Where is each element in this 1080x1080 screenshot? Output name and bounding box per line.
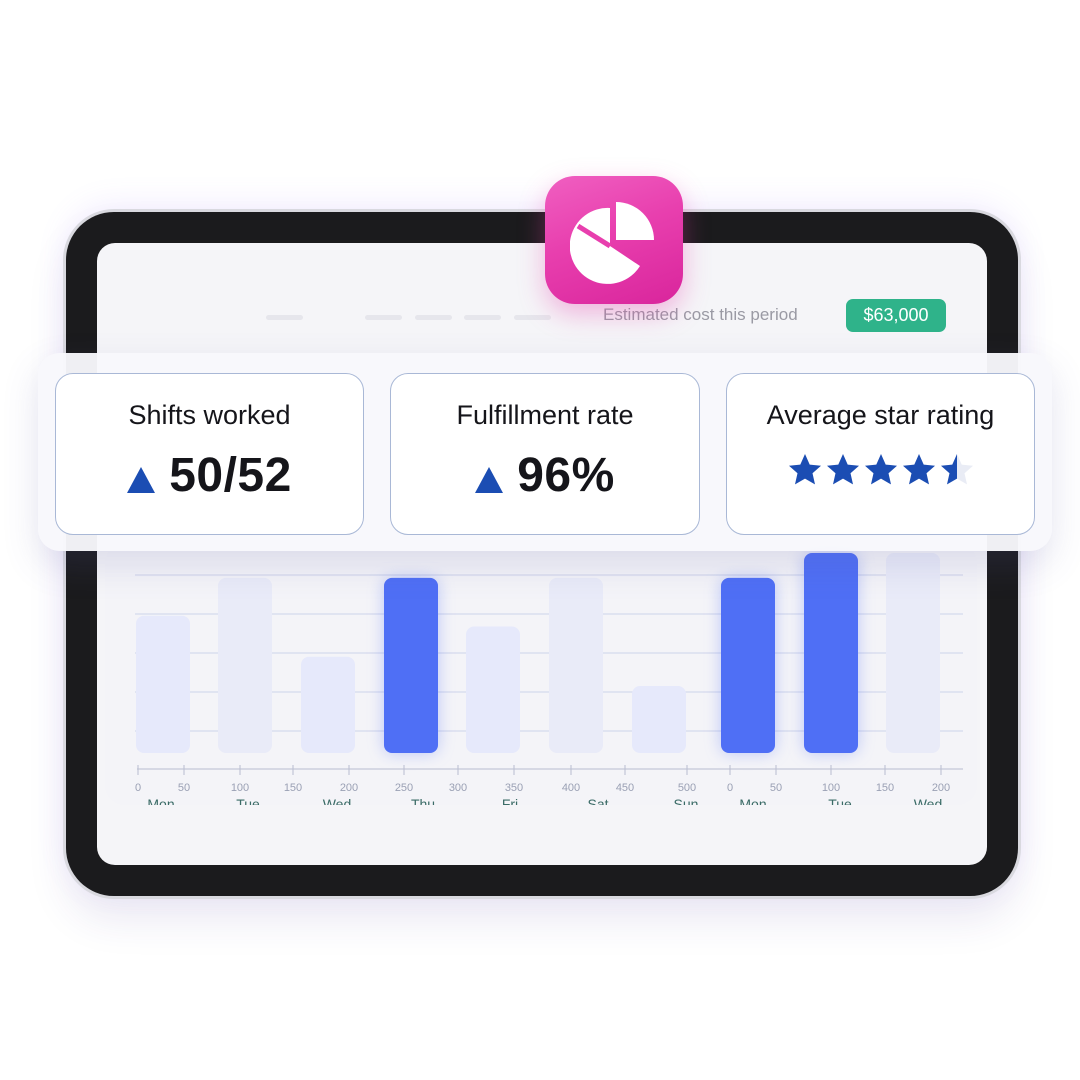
category-label: Mon xyxy=(739,796,766,805)
star-icon xyxy=(864,454,897,485)
triangle-up-icon xyxy=(127,466,156,493)
star-icon xyxy=(788,454,821,485)
x-tick-label: 350 xyxy=(505,782,523,794)
star-rating xyxy=(727,452,1034,488)
chart-bar[interactable] xyxy=(301,656,355,753)
chart-bar[interactable] xyxy=(549,577,603,753)
x-tick-label: 300 xyxy=(449,782,467,794)
bar-chart-canvas: 0 50 100 150 200 250 300 350 400 450 500 0 50 100 150 2… xyxy=(135,553,963,805)
category-label: Fri xyxy=(502,796,518,805)
chart-bar[interactable] xyxy=(632,685,686,753)
metric-value: 50/52 xyxy=(169,449,292,502)
star-icon xyxy=(940,454,973,485)
dashboard-screen: Estimated cost this period $63,000 0 50 10… xyxy=(97,243,987,865)
x-tick-label: 500 xyxy=(678,782,696,794)
category-label: Sat xyxy=(587,796,608,805)
metrics-strip: Shifts worked 50/52 Fulfillment rate 96%… xyxy=(38,353,1052,551)
x-tick-label: 50 xyxy=(178,782,190,794)
x-tick-label: 400 xyxy=(562,782,580,794)
bar-chart: 0 50 100 150 200 250 300 350 400 450 500 0 50 100 150 2… xyxy=(105,543,977,805)
chart-bar[interactable] xyxy=(136,615,190,753)
x-tick-label: 150 xyxy=(284,782,302,794)
chart-bar[interactable] xyxy=(721,577,775,753)
category-label: Tue xyxy=(236,796,260,805)
category-label: Wed xyxy=(323,796,352,805)
star-icon xyxy=(902,454,935,485)
chart-bar[interactable] xyxy=(886,553,940,753)
category-label: Thu xyxy=(411,796,435,805)
metric-card-fulfillment[interactable]: Fulfillment rate 96% xyxy=(390,373,700,535)
category-label: Wed xyxy=(914,796,943,805)
metric-title: Fulfillment rate xyxy=(456,400,634,430)
placeholder-bar xyxy=(464,315,501,320)
metric-value: 96% xyxy=(517,449,615,502)
chart-bar[interactable] xyxy=(384,577,438,753)
app-icon[interactable] xyxy=(545,176,683,304)
placeholder-bar xyxy=(415,315,452,320)
category-label: Tue xyxy=(828,796,852,805)
x-tick-label: 200 xyxy=(932,782,950,794)
chart-bar[interactable] xyxy=(218,577,272,753)
x-tick-label: 150 xyxy=(876,782,894,794)
metric-card-rating[interactable]: Average star rating xyxy=(726,373,1035,535)
pie-chart-icon xyxy=(570,202,654,284)
x-tick-label: 100 xyxy=(822,782,840,794)
x-tick-label: 100 xyxy=(231,782,249,794)
x-tick-label: 0 xyxy=(727,782,733,794)
triangle-up-icon xyxy=(475,466,504,493)
category-label: Mon xyxy=(147,796,174,805)
chart-bar[interactable] xyxy=(804,553,858,753)
placeholder-bar xyxy=(266,315,303,320)
chart-bar[interactable] xyxy=(466,626,520,753)
estimated-cost-label: Estimated cost this period xyxy=(603,305,798,324)
estimated-cost-badge: $63,000 xyxy=(846,299,946,332)
star-icon xyxy=(826,454,859,485)
tablet-frame: Estimated cost this period $63,000 0 50 10… xyxy=(66,212,1018,896)
x-tick-label: 200 xyxy=(340,782,358,794)
category-label: Sun xyxy=(674,796,699,805)
placeholder-bar xyxy=(514,315,551,320)
metric-card-shifts[interactable]: Shifts worked 50/52 xyxy=(55,373,364,535)
x-tick-label: 450 xyxy=(616,782,634,794)
placeholder-bar xyxy=(365,315,402,320)
metric-title: Average star rating xyxy=(766,400,995,430)
x-tick-label: 50 xyxy=(770,782,782,794)
x-tick-label: 250 xyxy=(395,782,413,794)
x-tick-label: 0 xyxy=(135,782,141,794)
metric-title: Shifts worked xyxy=(128,400,291,430)
